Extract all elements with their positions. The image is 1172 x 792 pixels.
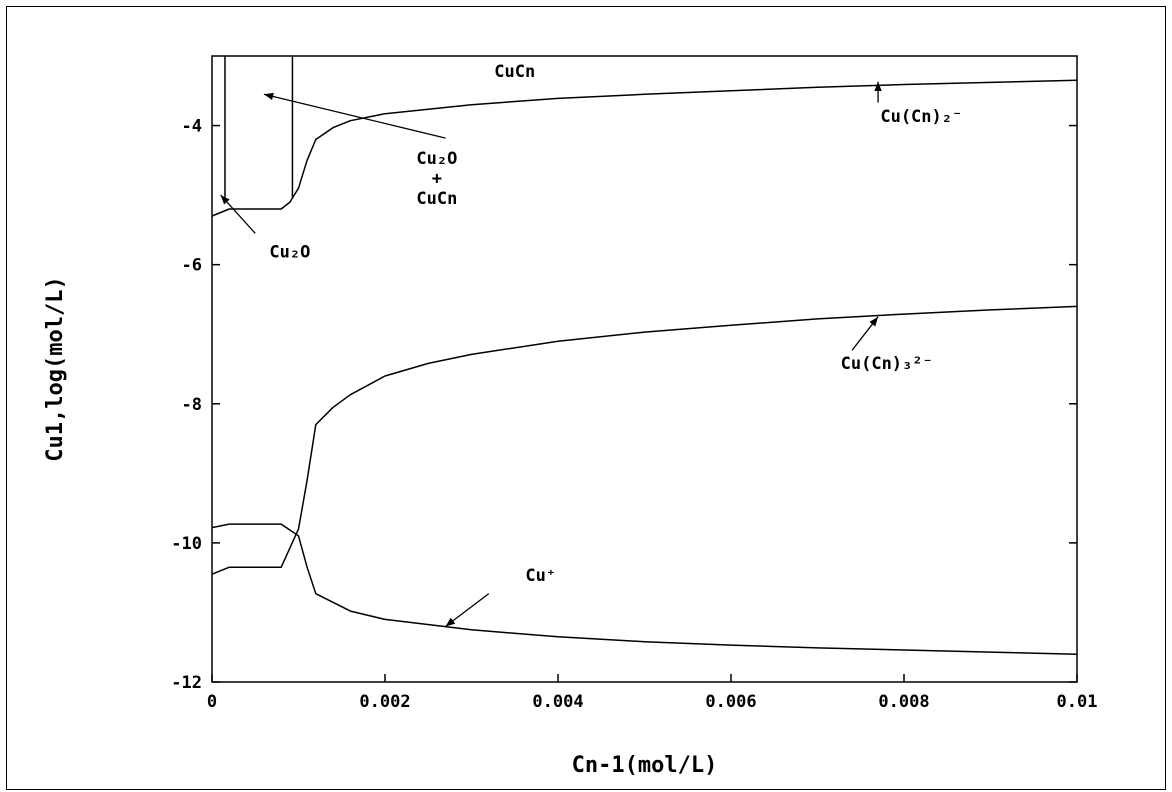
x-tick-label: 0.008 xyxy=(878,692,929,712)
arrowhead-icon xyxy=(869,316,879,327)
y-tick-label: -8 xyxy=(182,395,202,415)
x-tick-label: 0.01 xyxy=(1057,692,1098,712)
annotation-text: + xyxy=(432,169,442,189)
annotation-text: Cu(Cn)₃²⁻ xyxy=(841,354,933,374)
annotation-cu2o-cucn: Cu₂O+CuCn xyxy=(263,92,457,209)
arrowhead-icon xyxy=(445,617,456,627)
annotation-text: Cu₂O xyxy=(269,243,310,263)
annotation-text: CuCn xyxy=(416,189,457,209)
ticks: 0 0.002 0.004 0.006 0.008 0.01 -12 -10 -8 -6 -4 xyxy=(171,117,1097,712)
x-tick-label: 0.002 xyxy=(359,692,410,712)
series-line-3 xyxy=(211,523,1078,655)
annotation-cucn3: Cu(Cn)₃²⁻ xyxy=(841,316,933,374)
x-axis-label: Cn-1(mol/L) xyxy=(572,753,718,778)
x-tick-label: 0 xyxy=(207,692,217,712)
y-tick-label: -12 xyxy=(171,673,202,693)
x-tick-label: 0.004 xyxy=(532,692,583,712)
y-axis-label: Cu1,log(mol/L) xyxy=(43,276,68,461)
annotation-cucn2: Cu(Cn)₂⁻ xyxy=(874,81,962,127)
y-tick-label: -6 xyxy=(182,256,202,276)
series-line-2 xyxy=(211,305,1078,575)
y-tick-label: -10 xyxy=(171,534,202,554)
arrowhead-icon xyxy=(263,92,274,101)
series-line-1 xyxy=(211,79,1078,217)
annotation-text: CuCn xyxy=(494,62,535,82)
arrowhead-icon xyxy=(220,195,230,205)
plot-area xyxy=(211,55,1078,683)
annotation-cucn-region: CuCn xyxy=(494,62,535,82)
x-tick-label: 0.006 xyxy=(705,692,756,712)
figure-frame xyxy=(6,6,1166,790)
annotation-cu2o: Cu₂O xyxy=(220,194,310,263)
annotation-text: Cu(Cn)₂⁻ xyxy=(880,107,962,127)
annotation-text: Cu⁺ xyxy=(525,566,556,586)
annotation-text: Cu₂O xyxy=(416,149,457,169)
y-tick-label: -4 xyxy=(182,117,202,137)
boundary-lines xyxy=(224,56,294,199)
arrowhead-icon xyxy=(874,81,882,92)
annotation-arrow-line xyxy=(263,93,446,139)
annotation-cuplus: Cu⁺ xyxy=(445,566,556,627)
series-lines xyxy=(211,79,1078,655)
